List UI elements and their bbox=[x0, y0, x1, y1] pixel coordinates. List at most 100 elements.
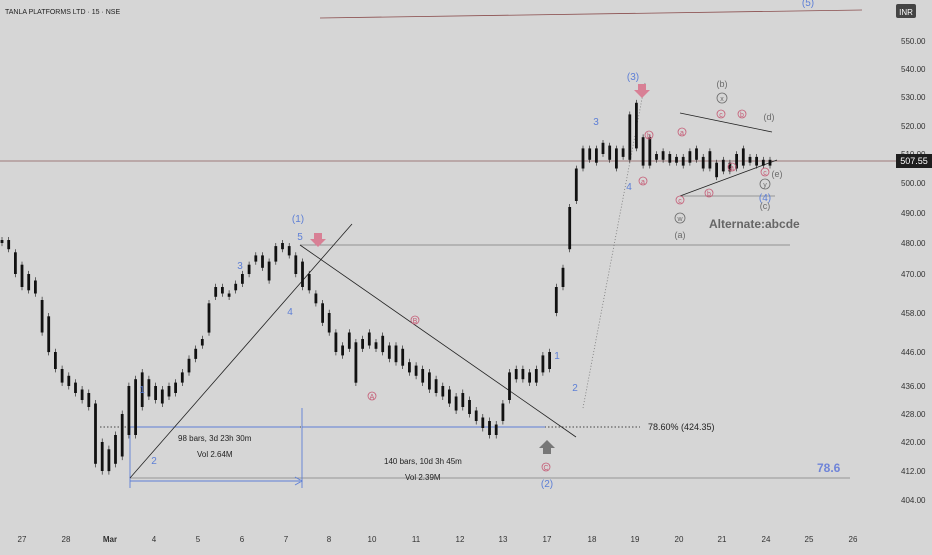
candle-body bbox=[708, 151, 712, 169]
candle-body bbox=[234, 283, 238, 291]
candle-body bbox=[194, 348, 198, 359]
wave-label: c bbox=[719, 112, 723, 119]
y-tick-label: 530.00 bbox=[901, 93, 926, 102]
wave-label: B bbox=[413, 318, 418, 325]
wave-label: b bbox=[647, 133, 651, 140]
wave-marker bbox=[367, 391, 377, 401]
candle-body bbox=[675, 156, 678, 163]
wave-3-channel bbox=[582, 82, 646, 409]
current-price-badge bbox=[896, 154, 932, 168]
wave-marker bbox=[760, 167, 770, 177]
wave-label: a bbox=[730, 165, 734, 172]
candle-body bbox=[154, 386, 157, 400]
y-tick-label: 412.00 bbox=[901, 467, 926, 476]
candle-body bbox=[60, 369, 64, 383]
candle-body bbox=[54, 352, 57, 369]
x-tick-label: 13 bbox=[499, 535, 508, 544]
candle-body bbox=[354, 342, 358, 383]
candle-body bbox=[94, 403, 97, 464]
candle-body bbox=[655, 154, 658, 160]
x-tick-label: 26 bbox=[849, 535, 858, 544]
candle-body bbox=[254, 255, 258, 262]
wave-marker bbox=[704, 188, 714, 198]
candle-body bbox=[521, 369, 525, 380]
candle-body bbox=[595, 148, 598, 163]
candle-body bbox=[574, 168, 578, 201]
candle-body bbox=[294, 255, 298, 274]
wave-label: (e) bbox=[772, 169, 783, 179]
candle-body bbox=[408, 362, 411, 373]
candle-body bbox=[715, 162, 718, 178]
candle-body bbox=[74, 382, 77, 393]
candle-body bbox=[327, 313, 331, 333]
candle-body bbox=[140, 372, 144, 407]
candle-body bbox=[621, 148, 625, 157]
candle-body bbox=[561, 267, 565, 287]
wave-labels-pink: A B C a b c a b c a b c bbox=[367, 109, 770, 472]
y-tick-label: 550.00 bbox=[901, 37, 926, 46]
arrows bbox=[310, 84, 650, 454]
candle-body bbox=[14, 252, 17, 274]
currency-badge[interactable] bbox=[896, 4, 916, 18]
candle-body bbox=[628, 114, 632, 160]
candle-body bbox=[741, 148, 745, 166]
candle-body bbox=[127, 386, 131, 435]
range-2-bars-label: 140 bars, 10d 3h 45m bbox=[384, 457, 462, 466]
wave-label: c bbox=[763, 170, 767, 177]
candle-body bbox=[40, 300, 44, 333]
candle-body bbox=[668, 154, 672, 163]
triangle-lower bbox=[679, 159, 778, 197]
wave-label: C bbox=[543, 465, 548, 472]
candle-body bbox=[47, 316, 51, 353]
candle-body bbox=[508, 372, 511, 400]
wave-label: b bbox=[707, 191, 711, 198]
currency-label: INR bbox=[899, 8, 913, 17]
wave-labels-gray: (a) (b) (c) (d) (e) w x y bbox=[675, 79, 783, 240]
y-tick-label: 540.00 bbox=[901, 65, 926, 74]
candle-body bbox=[635, 102, 638, 149]
wave-marker bbox=[410, 315, 420, 325]
candle-body bbox=[768, 159, 772, 166]
wave-label: a bbox=[641, 179, 645, 186]
wave-label: A bbox=[370, 394, 375, 401]
candle-body bbox=[501, 403, 505, 421]
triangle-upper bbox=[679, 112, 773, 133]
candle-body bbox=[701, 156, 705, 169]
candle-body bbox=[267, 261, 271, 281]
candle-body bbox=[287, 246, 291, 256]
trendlines bbox=[129, 82, 778, 479]
candle-body bbox=[207, 303, 211, 333]
wave-label: (4) bbox=[759, 193, 771, 204]
x-tick-label: 18 bbox=[588, 535, 597, 544]
candle-body bbox=[241, 274, 244, 284]
y-tick-label: 436.00 bbox=[901, 382, 926, 391]
price-axis[interactable]: INR bbox=[896, 4, 916, 18]
wave-label: (2) bbox=[541, 479, 553, 490]
chart-title: TANLA PLATFORMS LTD · 15 · NSE bbox=[5, 9, 120, 16]
y-tick-label: 480.00 bbox=[901, 239, 926, 248]
y-tick-label: 458.00 bbox=[901, 309, 926, 318]
wave-1-trendline bbox=[129, 223, 353, 479]
price-series bbox=[0, 99, 772, 475]
wave-label: 4 bbox=[287, 307, 293, 318]
candle-body bbox=[80, 389, 84, 400]
wave-marker bbox=[727, 162, 737, 172]
candle-body bbox=[214, 287, 218, 297]
wave-label: c bbox=[678, 198, 682, 205]
candle-body bbox=[581, 148, 585, 169]
candle-body bbox=[548, 352, 551, 369]
candle-body bbox=[468, 400, 471, 414]
candle-body bbox=[608, 145, 612, 160]
candle-body bbox=[414, 365, 418, 376]
x-tick-label: 8 bbox=[327, 535, 332, 544]
wave-marker bbox=[737, 109, 747, 119]
candle-body bbox=[721, 159, 725, 172]
wave-label: 3 bbox=[593, 117, 599, 128]
x-tick-label: 25 bbox=[805, 535, 814, 544]
x-tick-label: 19 bbox=[631, 535, 640, 544]
candle-body bbox=[247, 264, 251, 274]
range-1-bars-label: 98 bars, 3d 23h 30m bbox=[178, 434, 252, 443]
